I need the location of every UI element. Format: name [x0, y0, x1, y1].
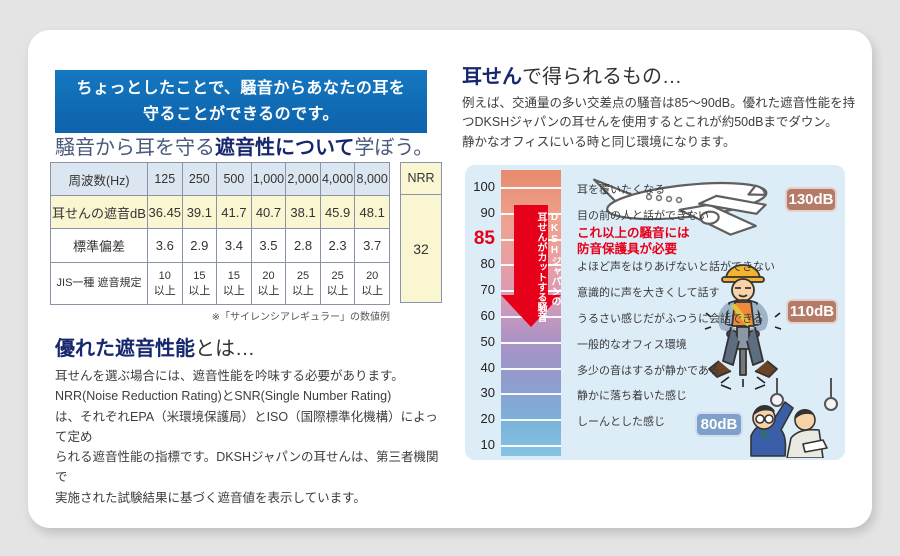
tick-number: 90	[480, 204, 495, 220]
table-cell: 3.4	[216, 228, 252, 263]
tick-label: 一般的なオフィス環境	[577, 338, 687, 351]
table-cell: 3.7	[354, 228, 390, 263]
banner-line2: 守ることができるのです。	[142, 105, 340, 123]
table-cell: 38.1	[285, 195, 321, 229]
table-cell: 2.9	[181, 228, 218, 263]
table-header-row: 周波数(Hz) 125 250 500 1,000 2,000 4,000 8,000	[50, 162, 390, 196]
table-header-label: 周波数(Hz)	[50, 162, 148, 196]
nrr-label: NRR	[401, 163, 441, 195]
performance-paragraph: 耳せんを選ぶ場合には、遮音性能を吟味する必要があります。 NRR(Noise R…	[55, 369, 439, 505]
tick-number: 30	[480, 385, 495, 401]
tick-number: 80	[480, 256, 495, 272]
tick-label: 静かに落ち着いた感じ	[577, 390, 687, 403]
table-cell: 48.1	[354, 195, 390, 229]
db-badge-airplane: 130dB	[785, 187, 837, 212]
table-cell: 45.9	[319, 195, 356, 229]
tick-line	[501, 367, 561, 370]
table-cell: 2,000	[285, 162, 321, 196]
tick-label: 意識的に声を大きくして話す	[577, 287, 720, 300]
tick-line	[501, 419, 561, 422]
tick-line	[501, 187, 561, 189]
section-heading-soundproofing: 騒音から耳を守る遮音性について学ぼう。	[55, 131, 433, 160]
r-heading-post: で得られるもの…	[522, 66, 682, 88]
subheading-pre: 騒音から耳を守る	[55, 137, 215, 159]
tick-label: 耳を覆いたくなる	[577, 184, 665, 196]
table-row-1: 標準偏差 3.6 2.9 3.4 3.5 2.8 2.3 3.7	[50, 228, 390, 263]
table-cell: 4,000	[319, 162, 356, 196]
tick-label: 目の前の人と話ができない	[577, 209, 709, 222]
table-cell: 41.7	[216, 195, 252, 229]
arrow-label: DKSHジャパンの 耳せんがカットする騒音	[535, 212, 560, 322]
section-heading-performance: 優れた遮音性能とは…	[55, 332, 255, 361]
tick-label: 多少の音はするが静かである	[577, 364, 720, 377]
table-cell: 20 以上	[354, 262, 390, 305]
r-heading-em: 耳せん	[462, 66, 522, 88]
heading2-em: 優れた遮音性能	[55, 338, 195, 360]
table-cell: 15 以上	[181, 262, 218, 305]
tick-line	[501, 341, 561, 344]
table-cell: 2.8	[285, 228, 321, 263]
tick-number: 50	[480, 333, 495, 349]
tick-label: うるさい感じだがふつうに会話できる	[577, 313, 764, 325]
db-badge-train: 80dB	[695, 412, 743, 437]
attenuation-table: 周波数(Hz) 125 250 500 1,000 2,000 4,000 8,000 耳せ…	[50, 162, 390, 305]
nrr-box: NRR 32	[400, 162, 442, 303]
tick-number: 20	[480, 411, 495, 427]
airplane-illustration	[592, 178, 768, 236]
table-cell: 10 以上	[147, 262, 183, 305]
db-badge-jackhammer: 110dB	[786, 299, 838, 324]
table-cell: 1,000	[250, 162, 287, 196]
arrow-body	[514, 205, 548, 295]
table-cell: 39.1	[181, 195, 218, 229]
banner: ちょっとしたことで、騒音からあなたの耳を 守ることができるのです。	[55, 70, 427, 134]
tick-number: 10	[480, 437, 495, 452]
table-row-label: JIS一種 遮音規定	[50, 262, 148, 305]
table-row-label: 標準偏差	[50, 228, 148, 263]
tick-number: 85	[473, 227, 495, 249]
table-footnote: ※「サイレンシアレギュラー」の数値例	[211, 312, 390, 323]
subheading-post: 学ぼう。	[354, 137, 434, 159]
banner-line1: ちょっとしたことで、騒音からあなたの耳を	[76, 80, 406, 97]
table-cell: 20 以上	[250, 262, 287, 305]
table-row-0: 耳せんの遮音dB 36.45 39.1 41.7 40.7 38.1 45.9 48.1	[50, 195, 390, 229]
nrr-value: 32	[413, 241, 429, 257]
table-cell: 3.6	[147, 228, 183, 263]
tick-line	[501, 393, 561, 396]
tick-number: 100	[473, 179, 495, 194]
table-cell: 36.45	[147, 195, 183, 229]
db-scale-panel: DKSHジャパンの 耳せんがカットする騒音	[465, 165, 845, 460]
table-cell: 25 以上	[285, 262, 321, 305]
table-cell: 8,000	[354, 162, 390, 196]
table-row-label: 耳せんの遮音dB	[50, 195, 148, 229]
benefits-paragraph: 例えば、交通量の多い交差点の騒音は85～90dB。優れた遮音性能を持 つDKSH…	[462, 96, 856, 149]
tick-label: しーんとした感じ	[577, 416, 665, 429]
table-cell: 40.7	[250, 195, 287, 229]
train-passengers-illustration	[750, 378, 838, 458]
table-cell: 25 以上	[319, 262, 356, 305]
heading2-post: とは…	[195, 338, 255, 360]
cut-range-arrow: DKSHジャパンの 耳せんがカットする騒音	[501, 205, 561, 327]
subheading-em: 遮音性について	[215, 137, 355, 159]
tick-label: よほど声をはりあげないと話ができない	[577, 261, 775, 274]
table-cell: 3.5	[250, 228, 287, 263]
arrow-head	[501, 295, 561, 327]
tick-line	[501, 445, 561, 447]
tick-number: 40	[480, 359, 495, 375]
tick-label: これ以上の騒音には 防音保護具が必要	[577, 225, 690, 256]
table-cell: 500	[216, 162, 252, 196]
table-cell: 125	[147, 162, 183, 196]
worker-illustration	[704, 264, 782, 390]
tick-number: 70	[480, 282, 495, 298]
table-row-2: JIS一種 遮音規定 10 以上 15 以上 15 以上 20 以上 25 以上 25 以…	[50, 262, 390, 305]
table-cell: 15 以上	[216, 262, 252, 305]
table-cell: 250	[181, 162, 218, 196]
tick-number: 60	[480, 308, 495, 323]
brochure-card: ちょっとしたことで、騒音からあなたの耳を 守ることができるのです。 騒音から耳を…	[28, 30, 872, 528]
section-heading-benefits: 耳せんで得られるもの…	[462, 60, 682, 89]
table-cell: 2.3	[319, 228, 356, 263]
